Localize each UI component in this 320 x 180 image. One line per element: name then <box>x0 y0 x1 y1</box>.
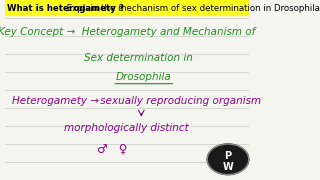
Text: Key Concept →  Heterogamety and Mechanism of: Key Concept → Heterogamety and Mechanism… <box>0 27 255 37</box>
Text: Explain the mechanism of sex determination in Drosophila.: Explain the mechanism of sex determinati… <box>64 4 320 13</box>
Text: sexually reproducing organism: sexually reproducing organism <box>97 96 261 106</box>
Bar <box>4 0 249 15</box>
Text: Drosophila: Drosophila <box>116 72 172 82</box>
Text: What is heterogamety ?: What is heterogamety ? <box>7 4 124 13</box>
Circle shape <box>207 144 249 175</box>
Text: P: P <box>224 151 232 161</box>
Text: Heterogamety →: Heterogamety → <box>12 96 99 106</box>
Text: Sex determination in: Sex determination in <box>84 53 193 63</box>
Text: morphologically distinct: morphologically distinct <box>64 123 189 133</box>
Text: W: W <box>223 162 233 172</box>
Text: ♂   ♀: ♂ ♀ <box>97 142 127 155</box>
